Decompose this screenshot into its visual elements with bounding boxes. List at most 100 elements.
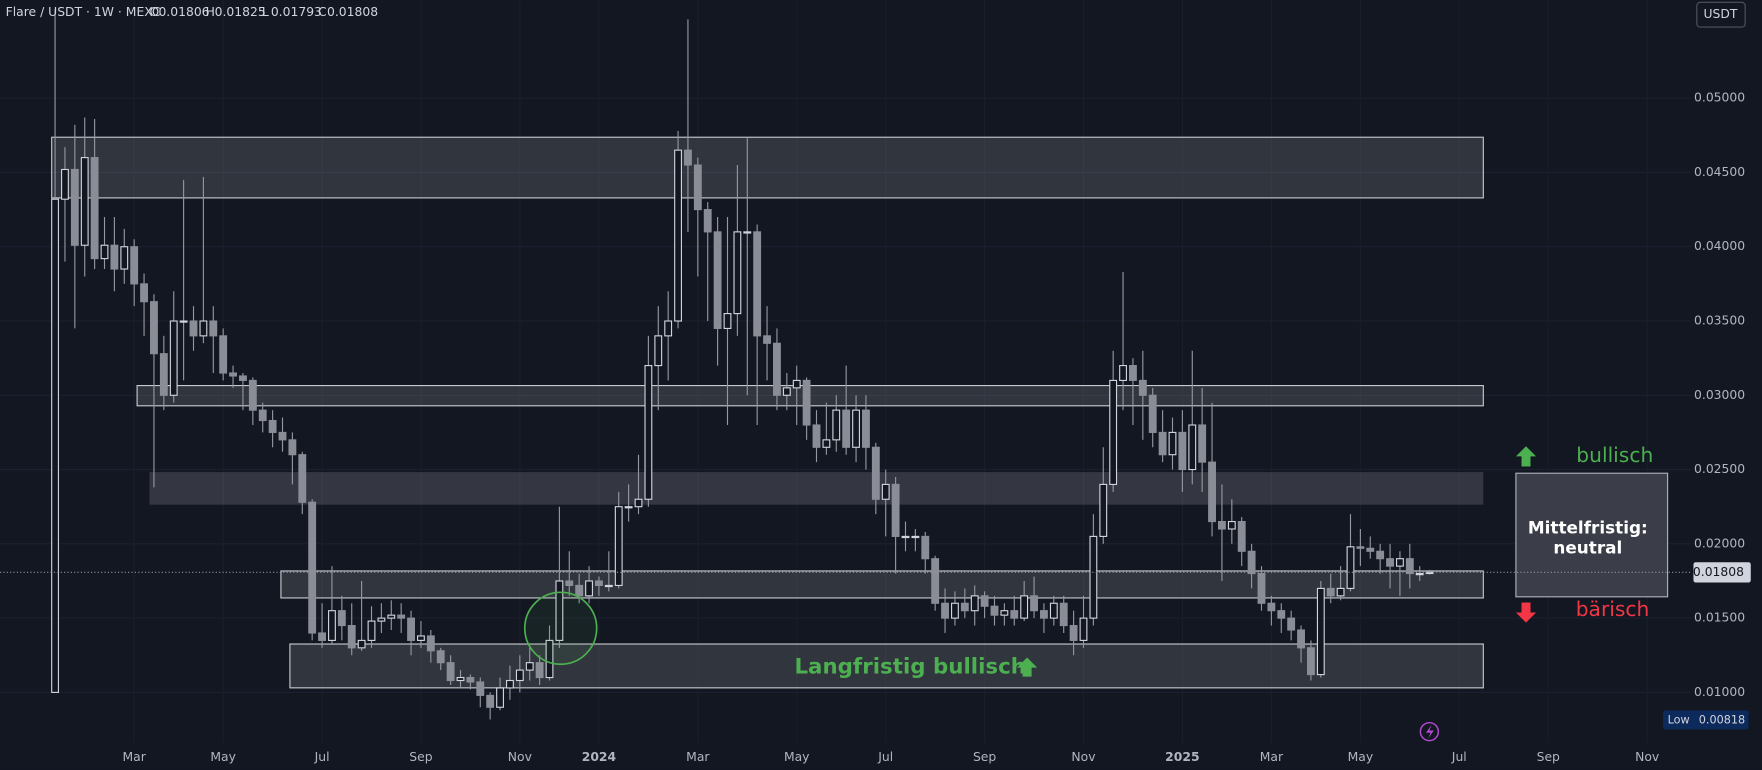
x-tick-label: Sep (1537, 750, 1560, 764)
ohlc-value: 0.01825 (215, 5, 266, 19)
candle-body (229, 372, 237, 377)
candle-body (159, 353, 168, 396)
currency-label[interactable]: USDT (1703, 7, 1737, 21)
candle-body (862, 409, 870, 448)
candle-body (535, 662, 544, 679)
y-tick-label: 0.04000 (1694, 239, 1745, 253)
candle-body (743, 231, 752, 234)
candle-body (189, 320, 198, 337)
candle-body (248, 379, 257, 411)
candle-body (140, 283, 148, 303)
candle-body (209, 320, 218, 337)
candle-body (1000, 610, 1009, 616)
candle-body (407, 617, 415, 641)
candle-body (318, 632, 326, 641)
candle-body (347, 624, 356, 649)
symbol: Flare / USDT · 1W · MEXC (6, 5, 161, 19)
candle-body (575, 584, 584, 597)
candle-body (1020, 595, 1029, 619)
arrow-up (1515, 446, 1537, 467)
candle-body (921, 535, 930, 560)
candle-body (604, 584, 613, 588)
box-line: Mittelfristig: (1528, 517, 1648, 537)
candle-body (70, 168, 79, 246)
candle-body (614, 506, 623, 586)
x-tick-label: Jul (877, 750, 893, 764)
x-tick-label: Mar (686, 750, 710, 764)
x-tick-label: Sep (973, 750, 996, 764)
candle-body (713, 231, 722, 329)
candle-body (1178, 431, 1187, 471)
x-tick-label: May (784, 750, 810, 764)
neutral-box (1515, 472, 1669, 598)
candle-body (1208, 461, 1216, 523)
candle-body (1158, 431, 1167, 456)
highlight-circle (523, 591, 598, 666)
icon[interactable] (1426, 724, 1434, 739)
candle-body (1287, 617, 1296, 631)
currency-button[interactable] (1696, 1, 1746, 28)
candle-body (1109, 379, 1118, 485)
x-tick-label: Nov (1071, 750, 1095, 764)
candle-body (1346, 546, 1355, 589)
candle-body (812, 424, 821, 448)
price-tag-label: 0.01808 (1693, 565, 1744, 579)
candle-body (565, 580, 574, 586)
candle-body (1307, 647, 1315, 676)
x-tick-label: Nov (1635, 750, 1659, 764)
candle-body (130, 246, 139, 285)
ohlc-value: 0.01793 (271, 5, 322, 19)
box-line: neutral (1553, 538, 1622, 558)
candle-body (684, 149, 692, 166)
y-tick-label: 0.04500 (1694, 165, 1745, 179)
candle-body (179, 320, 188, 323)
zone (280, 570, 1484, 599)
candle-body (960, 602, 969, 612)
candle-body (1405, 558, 1414, 575)
candle-body (1030, 595, 1038, 612)
candle-body (911, 535, 920, 539)
arrow-down (1515, 602, 1537, 623)
low-tag-value: 0.00818 (1699, 713, 1745, 726)
candle-body (1396, 558, 1404, 567)
ohlc-key: H (206, 5, 215, 19)
candle-body (753, 231, 762, 337)
annotation-bearish: bärisch (1576, 597, 1650, 621)
y-tick-label: 0.03000 (1694, 388, 1745, 402)
candle-body (624, 506, 633, 509)
candle-body (446, 662, 455, 682)
x-tick-label: 2024 (582, 750, 617, 764)
candle-body (674, 149, 682, 322)
candle-body (1376, 550, 1385, 560)
candle-body (901, 535, 910, 539)
x-tick-label: Nov (508, 750, 532, 764)
candle-body (595, 580, 603, 586)
candle-body (881, 483, 890, 500)
candle-body (298, 454, 307, 503)
candle-body (1079, 617, 1088, 641)
ohlc-value: 0.01806 (158, 5, 209, 19)
candle-body (773, 342, 781, 396)
candle-body (288, 439, 297, 456)
candle-body (496, 687, 504, 708)
candle-body (506, 679, 514, 689)
candle-body (61, 168, 69, 200)
low-tag-key: Low (1668, 713, 1690, 726)
icon[interactable] (1419, 721, 1440, 742)
candle-body (100, 244, 109, 260)
candle-body (822, 439, 831, 448)
candle-body (387, 614, 396, 619)
y-tick-label: 0.02000 (1694, 536, 1745, 550)
arrow-up (1016, 657, 1038, 677)
candle-body (90, 157, 99, 260)
candle-body (328, 610, 336, 641)
y-tick-label: 0.01500 (1694, 611, 1745, 625)
candle-body (1119, 365, 1127, 381)
candle-body (792, 379, 801, 389)
candle-body (1218, 520, 1226, 530)
candle-body (258, 409, 267, 422)
candle-body (931, 558, 940, 604)
candle-body (515, 669, 524, 682)
candle-body (555, 580, 564, 641)
x-tick-label: 2025 (1165, 750, 1199, 764)
